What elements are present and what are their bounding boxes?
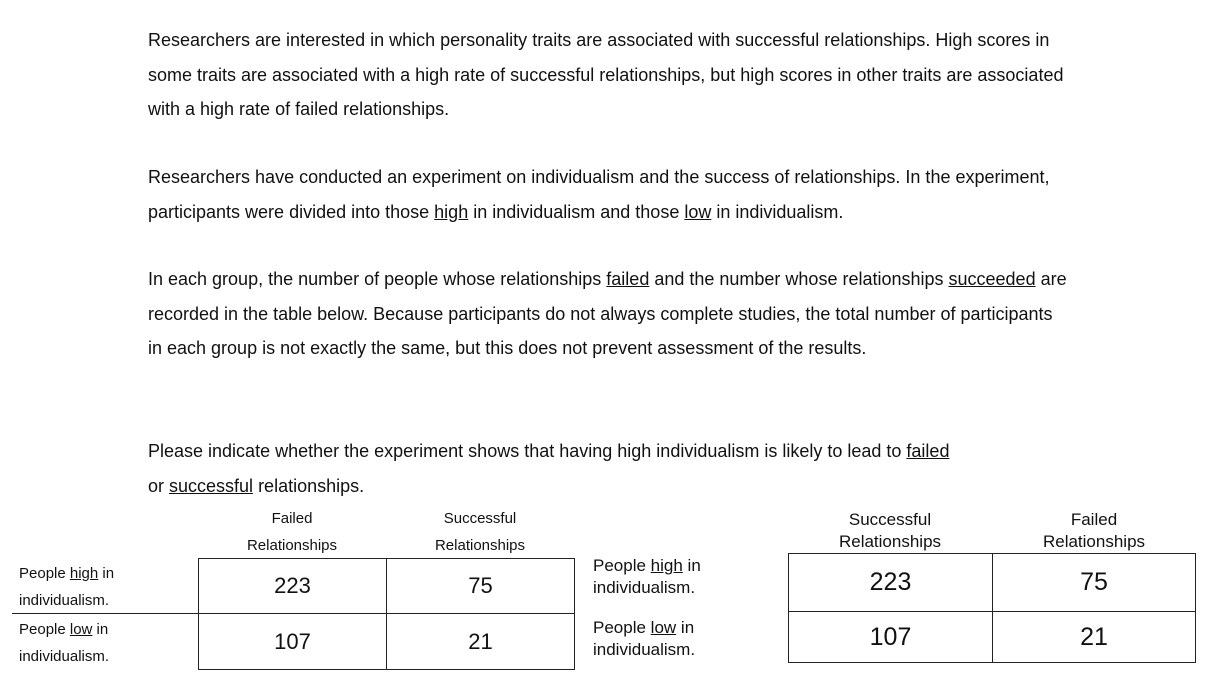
left-row-divider: [12, 613, 198, 614]
left-cell-high-successful: 75: [386, 558, 575, 614]
right-cell-high-failed: 75: [992, 553, 1196, 612]
intro-text-3: In each group, the number of people whos…: [148, 269, 1067, 358]
right-row-label-high: People high in individualism.: [593, 556, 701, 597]
intro-paragraph-1: Researchers are interested in which pers…: [148, 23, 1068, 127]
underlined-failed: failed: [906, 441, 950, 461]
intro-paragraph-2: Researchers have conducted an experiment…: [148, 160, 1068, 229]
left-cell-low-successful: 21: [386, 613, 575, 670]
right-col-header-successful: Successful Relationships: [838, 510, 942, 551]
intro-text-1: Researchers are interested in which pers…: [148, 30, 1064, 119]
right-cell-low-failed: 21: [992, 611, 1196, 663]
left-col-header-failed: Failed Relationships: [246, 510, 338, 554]
intro-paragraph-4: Please indicate whether the experiment s…: [148, 434, 968, 503]
underlined-succeeded: succeeded: [948, 269, 1036, 289]
left-cell-high-failed: 223: [198, 558, 387, 614]
left-cell-low-failed: 107: [198, 613, 387, 670]
intro-text-2: Researchers have conducted an experiment…: [148, 167, 1050, 222]
right-col-header-failed: Failed Relationships: [1042, 510, 1146, 551]
left-col-header-successful: Successful Relationships: [434, 510, 526, 554]
right-cell-low-successful: 107: [788, 611, 993, 663]
underlined-low: low: [684, 201, 712, 222]
underlined-successful: successful: [169, 475, 254, 496]
left-row-label-low: People low in individualism.: [19, 621, 110, 665]
underlined-high: high: [434, 201, 469, 222]
question-text: Please indicate whether the experiment s…: [148, 441, 950, 496]
right-cell-high-successful: 223: [788, 553, 993, 612]
right-row-label-low: People low in individualism.: [593, 618, 696, 659]
underlined-failed: failed: [606, 269, 650, 289]
intro-paragraph-3: In each group, the number of people whos…: [148, 262, 1068, 366]
left-row-label-high: People high in individualism.: [19, 565, 115, 609]
